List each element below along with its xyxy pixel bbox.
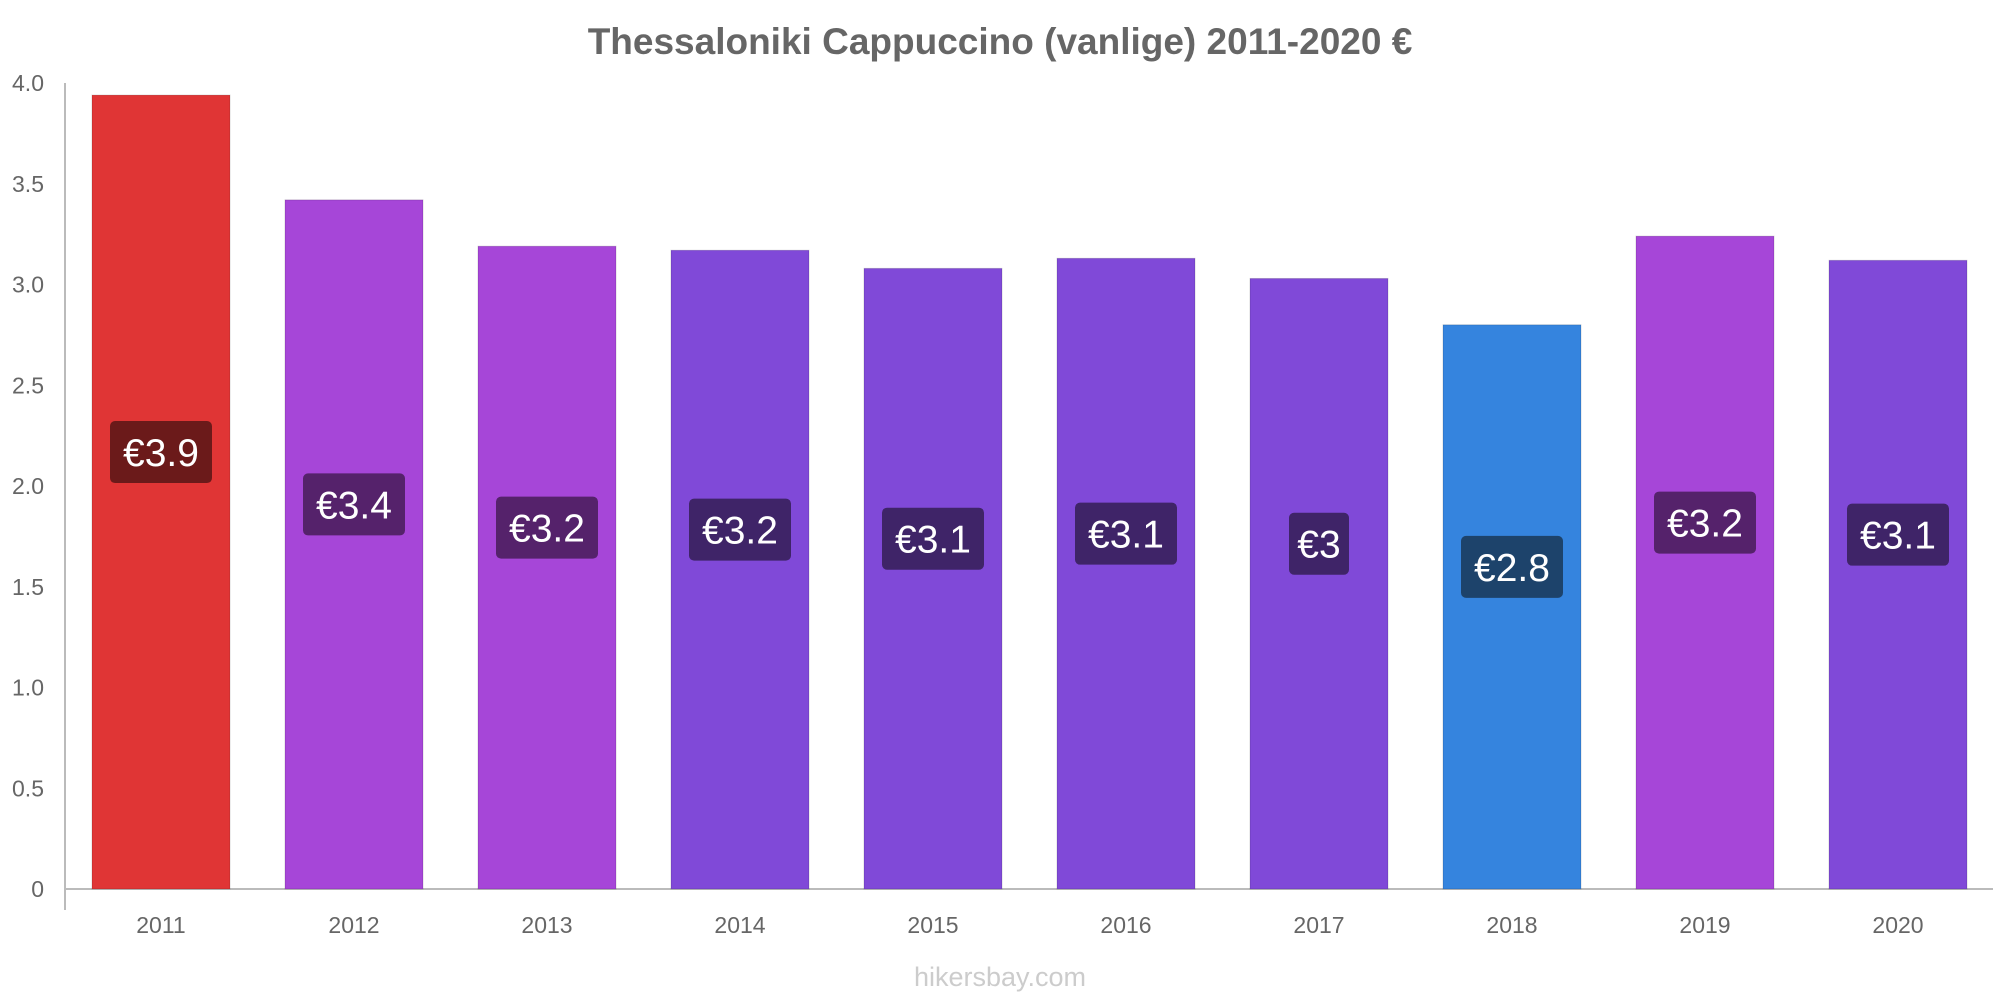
- bars: €3.9 €3.4 €3.2 €3.2 €3.1 €3.1 €3 €2.8 €3.2 €3.1: [91, 94, 1968, 890]
- x-tick-label: 2018: [1486, 912, 1537, 938]
- data-label: €3.2: [1667, 503, 1743, 546]
- data-label: €3.9: [123, 432, 199, 475]
- data-label-bg: [303, 473, 405, 536]
- bar-2019: [1635, 235, 1775, 890]
- x-tick-label: 2013: [521, 912, 572, 938]
- x-tick-label: 2012: [328, 912, 379, 938]
- data-label: €3.2: [509, 508, 585, 551]
- data-label-bg: [1075, 502, 1177, 565]
- data-label: €3.2: [702, 510, 778, 553]
- bar-2011: [91, 94, 231, 890]
- x-tick-label: 2017: [1293, 912, 1344, 938]
- watermark: hikersbay.com: [914, 962, 1086, 992]
- bar-2014: [670, 249, 810, 890]
- data-label-bg: [1461, 535, 1563, 598]
- x-tick-label: 2015: [907, 912, 958, 938]
- bar-2015: [863, 267, 1003, 890]
- bar-2018: [1442, 324, 1582, 890]
- data-label: €3.1: [895, 519, 971, 562]
- y-tick-label: 4.0: [12, 70, 44, 96]
- chart-title: Thessaloniki Cappuccino (vanlige) 2011-2…: [588, 21, 1413, 62]
- bar-2020: [1828, 259, 1968, 890]
- data-label: €3.1: [1860, 515, 1936, 558]
- data-label-bg: [1289, 512, 1349, 575]
- x-tick-label: 2014: [714, 912, 765, 938]
- y-tick-label: 0.5: [12, 775, 44, 801]
- y-tick-label: 2.5: [12, 372, 44, 398]
- data-label-bg: [1847, 503, 1949, 566]
- y-tick-label: 3.5: [12, 171, 44, 197]
- data-label: €3.1: [1088, 514, 1164, 557]
- bar-2017: [1249, 277, 1389, 890]
- data-label-bg: [496, 496, 598, 559]
- x-tick-label: 2011: [136, 912, 185, 938]
- bar-2012: [284, 199, 424, 890]
- y-tick-label: 0: [31, 876, 44, 902]
- x-tick-label: 2020: [1872, 912, 1923, 938]
- x-axis: 2011 2012 2013 2014 2015 2016 2017 2018 2019 2020: [136, 912, 1923, 938]
- y-tick-label: 2.0: [12, 473, 44, 499]
- data-label-bg: [1654, 491, 1756, 554]
- bar-2016: [1056, 257, 1196, 890]
- y-tick-label: 1.0: [12, 675, 44, 701]
- x-tick-label: 2019: [1679, 912, 1730, 938]
- data-label: €3.4: [316, 484, 392, 527]
- y-tick-label: 1.5: [12, 574, 44, 600]
- y-tick-label: 3.0: [12, 272, 44, 298]
- bar-2013: [477, 245, 617, 890]
- x-tick-label: 2016: [1100, 912, 1151, 938]
- data-label: €3: [1297, 524, 1340, 567]
- data-label-bg: [689, 498, 791, 561]
- data-label: €2.8: [1474, 547, 1550, 590]
- data-label-bg: [882, 507, 984, 570]
- data-label-bg: [110, 421, 212, 484]
